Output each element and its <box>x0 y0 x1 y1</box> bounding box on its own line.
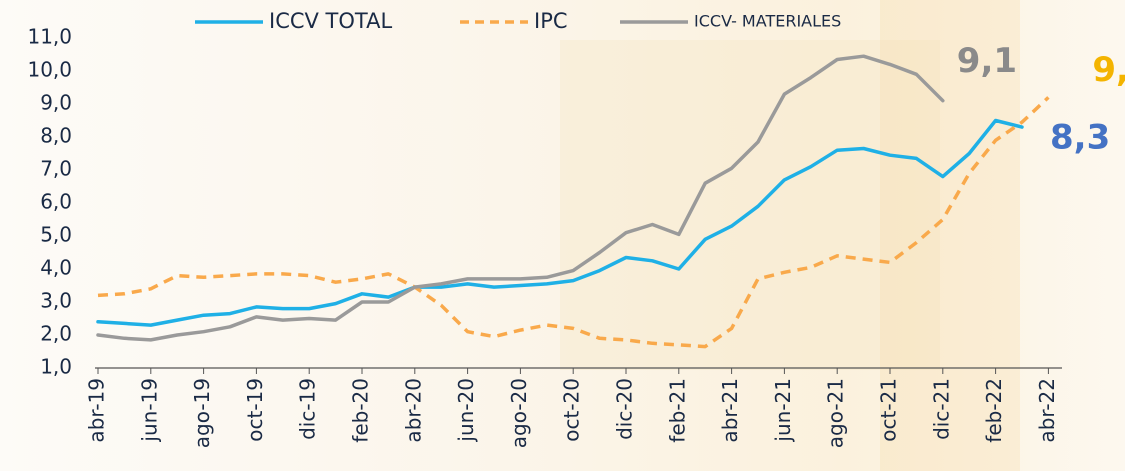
x-tick-label: oct-21 <box>877 378 901 442</box>
background-shape <box>560 40 940 370</box>
x-tick-label: dic-20 <box>613 378 637 440</box>
x-tick-label: dic-19 <box>296 378 320 440</box>
value-label: 9,2 <box>1092 50 1125 90</box>
y-tick-label: 9,0 <box>40 91 72 115</box>
y-tick-label: 3,0 <box>40 289 72 313</box>
x-tick-label: ago-20 <box>507 378 531 448</box>
y-tick-label: 7,0 <box>40 157 72 181</box>
y-tick-label: 5,0 <box>40 223 72 247</box>
x-tick-label: feb-22 <box>982 378 1006 443</box>
value-label: 8,3 <box>1050 118 1110 158</box>
x-tick-label: abr-21 <box>718 378 742 443</box>
y-tick-label: 11,0 <box>27 25 72 49</box>
x-tick-label: abr-19 <box>85 378 109 443</box>
y-tick-label: 4,0 <box>40 256 72 280</box>
x-tick-label: ago-21 <box>824 378 848 448</box>
series-line <box>96 54 945 342</box>
legend-label: ICCV- MATERIALES <box>694 12 841 31</box>
x-tick-label: ago-19 <box>190 378 214 448</box>
y-tick-label: 10,0 <box>27 58 72 82</box>
x-tick-label: oct-20 <box>560 378 584 442</box>
legend-label: ICCV TOTAL <box>269 9 392 33</box>
value-label: 9,1 <box>957 41 1017 81</box>
x-tick-label: abr-20 <box>401 378 425 443</box>
x-tick-label: jun-19 <box>137 378 161 443</box>
x-tick-label: jun-20 <box>454 378 478 443</box>
background-shape <box>880 0 1020 471</box>
x-tick-label: feb-20 <box>349 378 373 443</box>
y-tick-label: 2,0 <box>40 322 72 346</box>
series-line <box>97 96 1050 349</box>
x-tick-label: abr-22 <box>1035 378 1059 443</box>
x-tick-label: feb-21 <box>665 378 689 443</box>
y-tick-label: 1,0 <box>40 355 72 379</box>
x-tick-label: oct-19 <box>243 378 267 442</box>
y-tick-label: 8,0 <box>40 124 72 148</box>
series-line <box>96 118 1024 327</box>
legend-label: IPC <box>534 9 568 33</box>
x-tick-label: dic-21 <box>929 378 953 440</box>
x-tick-label: jun-21 <box>771 378 795 443</box>
y-tick-label: 6,0 <box>40 190 72 214</box>
